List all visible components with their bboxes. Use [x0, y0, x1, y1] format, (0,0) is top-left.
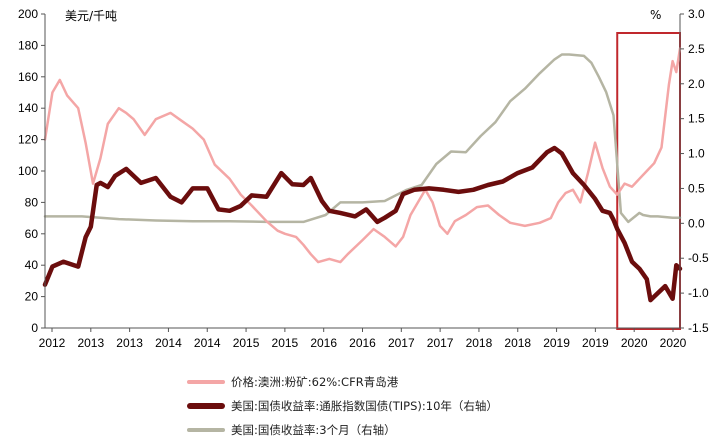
x-tick-label: 2013: [116, 336, 143, 350]
left-axis-unit: 美元/千吨: [65, 9, 117, 23]
x-tick-label: 2016: [310, 336, 337, 350]
legend-label-iron-ore: 价格:澳洲:粉矿:62%:CFR青岛港: [231, 375, 399, 389]
x-tick-label: 2020: [621, 336, 648, 350]
left-tick-label: 100: [18, 164, 38, 178]
legend-swatch-tips: [187, 403, 225, 409]
x-tick-label: 2015: [233, 336, 260, 350]
right-tick-label: -0.5: [688, 251, 709, 265]
series-line-2: [43, 53, 682, 224]
right-tick-label: 1.0: [688, 147, 705, 161]
axes-layer: 0 20 40 60 80 100 120 140 160 180 200 -1.5 -1.0 -0.5 0…: [18, 7, 709, 350]
left-tick-label: 40: [25, 258, 39, 272]
x-tick-label: 2015: [272, 336, 299, 350]
left-tick-label: 0: [31, 321, 38, 335]
right-tick-label: 0.5: [688, 181, 705, 195]
x-tick-label: 2016: [349, 336, 376, 350]
x-tick-label: 2012: [39, 336, 66, 350]
x-tick-label: 2019: [543, 336, 570, 350]
x-tick-label: 2014: [155, 336, 182, 350]
legend-item-iron-ore: 价格:澳洲:粉矿:62%:CFR青岛港: [187, 370, 498, 394]
legend-swatch-3m-yield: [187, 428, 225, 432]
right-tick-label: 2.5: [688, 42, 705, 56]
legend-label-3m-yield: 美国:国债收益率:3个月（右轴）: [231, 423, 396, 437]
left-tick-label: 140: [18, 101, 38, 115]
legend: 价格:澳洲:粉矿:62%:CFR青岛港 美国:国债收益率:通胀指数国债(TIPS…: [187, 370, 498, 442]
left-tick-label: 180: [18, 38, 38, 52]
x-tick-label: 2017: [388, 336, 415, 350]
right-tick-label: -1.0: [688, 286, 709, 300]
legend-item-tips: 美国:国债收益率:通胀指数国债(TIPS):10年（右轴）: [187, 394, 498, 418]
left-tick-label: 160: [18, 70, 38, 84]
series-layer: [42, 47, 683, 303]
series-line-0: [43, 47, 682, 264]
series-line-1: [42, 145, 683, 303]
x-tick-label: 2019: [582, 336, 609, 350]
x-tick-label: 2017: [427, 336, 454, 350]
right-tick-label: 2.0: [688, 77, 705, 91]
legend-label-tips: 美国:国债收益率:通胀指数国债(TIPS):10年（右轴）: [231, 399, 498, 413]
left-tick-label: 80: [25, 195, 39, 209]
legend-item-3m-yield: 美国:国债收益率:3个月（右轴）: [187, 418, 498, 442]
left-tick-label: 200: [18, 7, 38, 21]
right-tick-label: -1.5: [688, 321, 709, 335]
left-tick-label: 60: [25, 227, 39, 241]
right-tick-label: 1.5: [688, 112, 705, 126]
x-tick-label: 2018: [504, 336, 531, 350]
right-tick-label: 0.0: [688, 216, 705, 230]
left-tick-label: 20: [25, 290, 39, 304]
x-tick-label: 2013: [77, 336, 104, 350]
x-tick-label: 2014: [194, 336, 221, 350]
x-tick-label: 2020: [660, 336, 687, 350]
legend-swatch-iron-ore: [187, 380, 225, 384]
left-tick-label: 120: [18, 133, 38, 147]
right-axis-unit: %: [650, 8, 661, 22]
right-tick-label: 3.0: [688, 7, 705, 21]
x-tick-label: 2018: [466, 336, 493, 350]
